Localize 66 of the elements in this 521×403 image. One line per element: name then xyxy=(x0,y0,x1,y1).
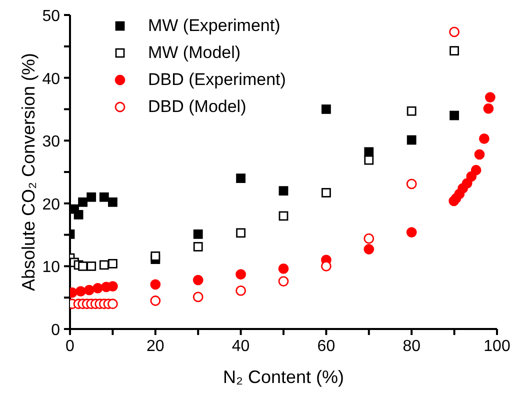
point xyxy=(406,227,417,238)
point xyxy=(364,147,374,157)
point xyxy=(192,274,204,286)
point xyxy=(450,46,459,56)
point xyxy=(150,279,161,290)
point xyxy=(75,286,86,297)
x-tick-label: 0 xyxy=(66,338,75,355)
legend-label: DBD (Experiment) xyxy=(148,69,286,91)
point xyxy=(99,260,109,270)
point xyxy=(150,251,160,261)
x-tick-label: 40 xyxy=(232,338,250,355)
point xyxy=(99,192,109,202)
point xyxy=(193,229,203,239)
point xyxy=(193,242,203,252)
point xyxy=(364,155,374,165)
point xyxy=(278,186,288,196)
x-tick-label: 100 xyxy=(484,338,510,355)
x-tick-label: 80 xyxy=(402,338,421,355)
point xyxy=(84,284,94,296)
y-axis-title: Absolute CO₂ Conversion (%) xyxy=(18,52,38,292)
point xyxy=(236,269,246,280)
point xyxy=(236,174,246,183)
point xyxy=(470,164,482,176)
point xyxy=(74,210,84,220)
point xyxy=(449,26,460,38)
x-axis-title: N₂ Content (%) xyxy=(222,367,344,387)
legend-label: DBD (Model) xyxy=(148,96,246,118)
point xyxy=(322,104,331,114)
point xyxy=(321,261,332,272)
y-tick-label: 40 xyxy=(42,70,60,88)
point xyxy=(150,296,161,306)
point xyxy=(278,264,289,274)
y-tick-label: 30 xyxy=(42,134,60,151)
point xyxy=(483,103,494,114)
point xyxy=(278,211,288,221)
y-tick-label: 50 xyxy=(42,8,60,25)
point xyxy=(450,110,459,120)
point xyxy=(86,192,96,202)
point xyxy=(192,292,204,302)
point xyxy=(108,258,118,268)
point xyxy=(78,197,88,207)
point xyxy=(236,285,246,296)
point xyxy=(108,197,118,207)
point xyxy=(364,244,374,254)
x-tick-label: 60 xyxy=(317,338,336,355)
point xyxy=(92,282,103,294)
y-tick-label: 10 xyxy=(42,259,60,276)
x-tick-label: 20 xyxy=(146,338,164,355)
point xyxy=(322,188,331,198)
legend-label: MW (Experiment) xyxy=(148,15,280,37)
point xyxy=(484,92,496,102)
point xyxy=(278,276,289,286)
point xyxy=(478,134,490,144)
point xyxy=(108,281,118,292)
point xyxy=(406,106,416,116)
legend-label: MW (Model) xyxy=(148,42,241,64)
point xyxy=(86,262,96,271)
point xyxy=(406,178,417,190)
point xyxy=(406,135,416,145)
point xyxy=(108,298,118,310)
point xyxy=(78,262,88,271)
point xyxy=(236,228,246,238)
point xyxy=(364,233,374,244)
y-tick-label: 0 xyxy=(51,322,60,339)
y-tick-label: 20 xyxy=(42,196,60,214)
point xyxy=(474,149,485,160)
